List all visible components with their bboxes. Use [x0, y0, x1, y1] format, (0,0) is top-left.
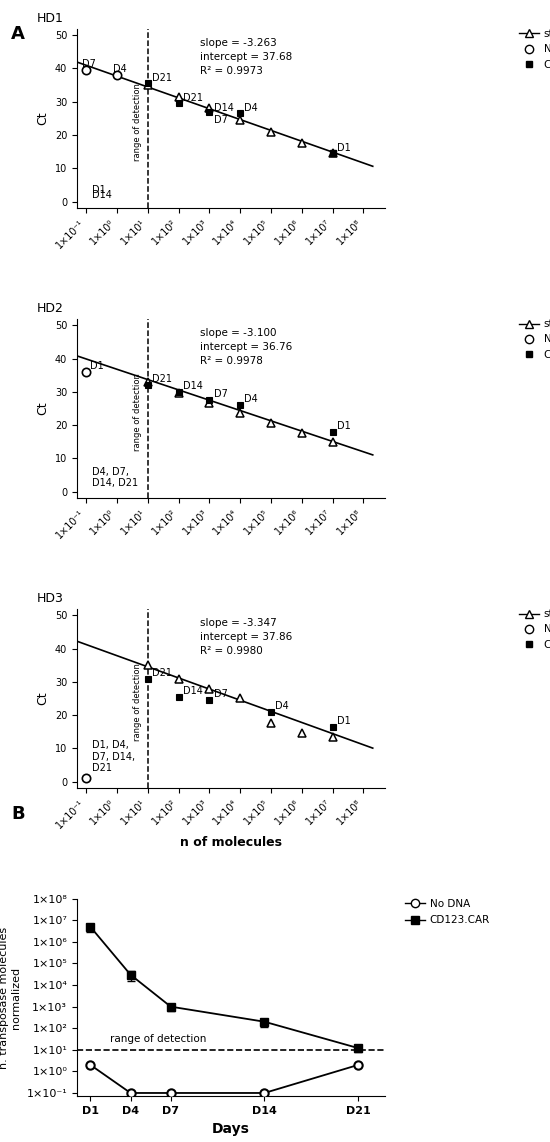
Text: range of detection: range of detection — [111, 1035, 207, 1045]
Text: D4: D4 — [244, 103, 258, 113]
No DNA — [87, 1057, 94, 1071]
Text: D14
D7: D14 D7 — [213, 103, 234, 124]
Text: HD2: HD2 — [37, 301, 64, 315]
Y-axis label: Ct: Ct — [36, 402, 50, 416]
Text: slope = -3.100
intercept = 36.76
R² = 0.9978: slope = -3.100 intercept = 36.76 R² = 0.… — [200, 328, 293, 365]
Text: slope = -3.263
intercept = 37.68
R² = 0.9973: slope = -3.263 intercept = 37.68 R² = 0.… — [200, 38, 293, 75]
Text: HD3: HD3 — [37, 592, 64, 605]
Y-axis label: Ct: Ct — [36, 692, 50, 706]
Text: B: B — [11, 805, 25, 823]
Text: D21: D21 — [152, 668, 172, 677]
Legend: standard, No DNA, CD123.CAR: standard, No DNA, CD123.CAR — [514, 605, 550, 654]
Text: D14: D14 — [183, 381, 203, 391]
Text: D7: D7 — [82, 59, 96, 70]
Text: D4: D4 — [244, 394, 258, 404]
Text: D4: D4 — [113, 64, 127, 74]
Y-axis label: Ct: Ct — [36, 112, 50, 126]
Text: D4: D4 — [275, 701, 289, 711]
Text: D7: D7 — [213, 389, 228, 400]
Text: D14: D14 — [92, 190, 112, 200]
Text: D1: D1 — [92, 185, 106, 195]
Text: D14: D14 — [183, 686, 203, 695]
Text: D4, D7,
D14, D21: D4, D7, D14, D21 — [92, 467, 139, 489]
Legend: standard, No DNA, CD123.CAR: standard, No DNA, CD123.CAR — [514, 25, 550, 74]
Text: D21: D21 — [183, 93, 203, 103]
Text: D21: D21 — [152, 73, 172, 82]
X-axis label: Days: Days — [212, 1121, 250, 1135]
No DNA — [167, 1086, 174, 1100]
Text: D1: D1 — [90, 361, 104, 371]
Text: D1: D1 — [337, 716, 350, 726]
Text: range of detection: range of detection — [133, 372, 142, 451]
Text: slope = -3.347
intercept = 37.86
R² = 0.9980: slope = -3.347 intercept = 37.86 R² = 0.… — [200, 618, 293, 656]
Text: range of detection: range of detection — [133, 82, 142, 161]
Text: D1, D4,
D7, D14,
D21: D1, D4, D7, D14, D21 — [92, 740, 135, 773]
Y-axis label: n. transposase molecules
normalized: n. transposase molecules normalized — [0, 926, 21, 1069]
No DNA — [127, 1086, 134, 1100]
Legend: standard, No DNA, CD123.CAR: standard, No DNA, CD123.CAR — [514, 315, 550, 364]
Text: D7: D7 — [213, 690, 228, 699]
Legend: No DNA, CD123.CAR: No DNA, CD123.CAR — [400, 895, 494, 930]
Text: A: A — [11, 25, 25, 43]
Text: D21: D21 — [152, 375, 172, 385]
Text: D1: D1 — [337, 143, 350, 153]
No DNA — [261, 1086, 268, 1100]
Text: D1: D1 — [337, 421, 350, 431]
Line: No DNA: No DNA — [86, 1061, 362, 1097]
Text: range of detection: range of detection — [133, 662, 142, 741]
X-axis label: n of molecules: n of molecules — [180, 836, 282, 849]
No DNA — [355, 1057, 361, 1071]
Text: HD1: HD1 — [37, 11, 64, 25]
